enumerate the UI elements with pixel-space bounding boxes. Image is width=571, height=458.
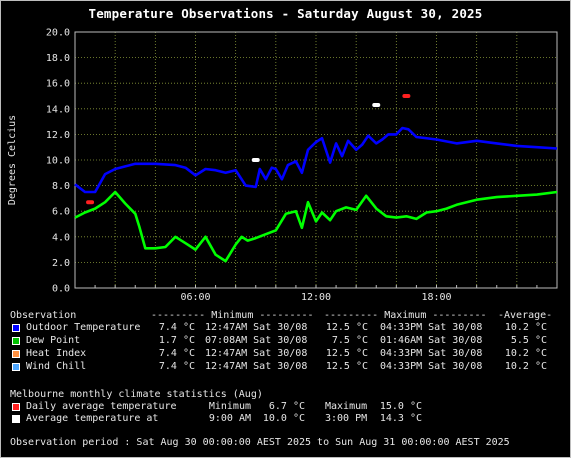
legend-header-observation: Observation <box>10 310 77 321</box>
y-tick-label: 12.0 <box>46 130 70 141</box>
climate-swatch <box>12 415 20 423</box>
y-tick-label: 2.0 <box>52 258 70 269</box>
chart-title: Temperature Observations - Saturday Augu… <box>88 6 483 21</box>
x-tick-label: 12:00 <box>301 292 331 300</box>
y-tick-label: 16.0 <box>46 79 70 90</box>
legend-header-average: -Average- <box>498 310 553 321</box>
legend-avg: 10.2 °C <box>504 348 547 359</box>
climate-label2: 3:00 PM <box>325 413 368 424</box>
legend-name: Wind Chill <box>26 361 87 372</box>
climate-val1: 10.0 °C <box>262 413 305 424</box>
climate-marker <box>86 200 95 205</box>
legend-avg: 10.2 °C <box>504 361 547 372</box>
climate-heading: Melbourne monthly climate statistics (Au… <box>10 389 263 400</box>
legend-swatch <box>12 363 20 371</box>
y-tick-label: 20.0 <box>46 28 70 39</box>
legend-max-at: 04:33PM Sat 30/08 <box>380 322 483 333</box>
legend-min: 7.4 °C <box>158 361 195 372</box>
climate-val2: 14.3 °C <box>379 413 422 424</box>
y-tick-label: 8.0 <box>52 181 70 192</box>
y-tick-label: 0.0 <box>52 284 70 295</box>
climate-name: Daily average temperature <box>26 401 177 412</box>
legend-min: 7.4 °C <box>158 348 195 359</box>
y-tick-label: 4.0 <box>52 232 70 243</box>
y-axis-label: Degrees Celcius <box>7 115 18 205</box>
temperature-chart: 0.0 2.0 4.0 6.0 8.0 10.0 12.0 14.0 16.0 18.0 20.0 0… <box>7 28 558 300</box>
climate-name: Average temperature at <box>26 413 159 424</box>
legend-max: 12.5 °C <box>325 348 368 359</box>
chart-axes: 0.0 2.0 4.0 6.0 8.0 10.0 12.0 14.0 16.0 18.0 20.0 0… <box>46 28 558 300</box>
legend-name: Outdoor Temperature <box>26 322 141 333</box>
climate-marker <box>251 158 260 162</box>
y-tick-label: 10.0 <box>46 156 70 167</box>
legend-min: 7.4 °C <box>158 322 195 333</box>
legend-min-at: 12:47AM Sat 30/08 <box>205 361 308 372</box>
legend-swatch <box>12 350 20 358</box>
legend-header-maximum: --------- Maximum --------- <box>324 310 487 321</box>
legend-avg: 10.2 °C <box>504 322 547 333</box>
y-tick-label: 14.0 <box>46 104 70 115</box>
legend-swatch <box>12 337 20 345</box>
legend-min-at: 07:08AM Sat 30/08 <box>205 335 308 346</box>
climate-val2: 15.0 °C <box>379 401 422 412</box>
climate-label1: Minimum <box>208 401 251 412</box>
climate-label1: 9:00 AM <box>208 413 251 424</box>
climate-val1: 6.7 °C <box>268 401 305 412</box>
legend-avg: 5.5 °C <box>510 335 547 346</box>
series-line-outdoor-temperature <box>74 126 558 194</box>
legend-min-at: 12:47AM Sat 30/08 <box>205 322 308 333</box>
legend-max-at: 01:46AM Sat 30/08 <box>380 335 483 346</box>
legend-swatch <box>12 324 20 332</box>
observation-period: Observation period : Sat Aug 30 00:00:00… <box>10 437 510 448</box>
x-tick-label: 18:00 <box>421 292 451 300</box>
y-tick-label: 6.0 <box>52 207 70 218</box>
legend-header-minimum: --------- Minimum --------- <box>151 310 314 321</box>
legend-min-at: 12:47AM Sat 30/08 <box>205 348 308 359</box>
legend-max-at: 04:33PM Sat 30/08 <box>380 348 483 359</box>
chart-grid <box>75 32 557 288</box>
legend-max: 7.5 °C <box>331 335 368 346</box>
legend-max: 12.5 °C <box>325 361 368 372</box>
legend-max-at: 04:33PM Sat 30/08 <box>380 361 483 372</box>
climate-label2: Maximum <box>325 401 368 412</box>
legend-name: Dew Point <box>26 335 81 346</box>
series-line-dew-point <box>74 190 558 263</box>
legend-name: Heat Index <box>26 348 87 359</box>
climate-swatch <box>12 403 20 411</box>
climate-marker <box>402 94 411 98</box>
x-tick-label: 06:00 <box>180 292 210 300</box>
legend-min: 1.7 °C <box>158 335 195 346</box>
climate-marker <box>372 102 381 107</box>
legend-max: 12.5 °C <box>325 322 368 333</box>
chart-markers <box>86 94 411 205</box>
chart-series <box>74 126 558 263</box>
y-tick-label: 18.0 <box>46 53 70 64</box>
